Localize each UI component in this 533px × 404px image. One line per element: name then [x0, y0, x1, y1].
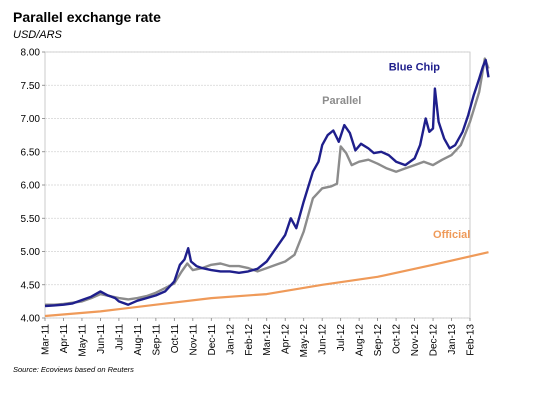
- x-tick-label: May-12: [299, 324, 310, 358]
- x-tick-label: Jan-13: [447, 324, 458, 355]
- source-note: Source: Ecoviews based on Reuters: [13, 365, 134, 374]
- x-tick-label: Jun-11: [96, 324, 107, 354]
- y-tick-label: 7.00: [21, 114, 41, 125]
- y-tick-label: 6.00: [21, 181, 41, 192]
- series-label-parallel: Parallel: [322, 95, 361, 107]
- x-tick-label: Aug-12: [355, 324, 366, 357]
- chart-subtitle: USD/ARS: [13, 29, 62, 41]
- y-tick-label: 5.00: [21, 247, 41, 258]
- x-tick-label: Nov-12: [410, 324, 421, 357]
- chart-title: Parallel exchange rate: [13, 9, 161, 25]
- x-tick-label: Jul-11: [114, 324, 125, 351]
- x-tick-label: Aug-11: [133, 324, 144, 356]
- series-label-official: Official: [433, 229, 470, 241]
- series-line-blue-chip: [44, 58, 490, 308]
- series-line-official: [44, 251, 489, 318]
- y-tick-label: 8.00: [21, 48, 41, 59]
- x-tick-label: Feb-13: [466, 324, 477, 356]
- x-tick-label: Mar-11: [41, 324, 52, 355]
- x-tick-label: Sep-11: [151, 324, 162, 356]
- x-tick-label: Apr-12: [281, 324, 292, 354]
- y-tick-label: 4.50: [21, 280, 41, 291]
- x-tick-label: Mar-12: [262, 324, 273, 356]
- y-tick-label: 5.50: [21, 214, 41, 225]
- x-tick-label: Oct-11: [170, 324, 181, 354]
- x-tick-label: Jun-12: [318, 324, 329, 355]
- x-tick-label: Oct-12: [392, 324, 403, 354]
- x-tick-label: Dec-11: [207, 324, 218, 356]
- series-label-blue-chip: Blue Chip: [389, 62, 441, 74]
- y-tick-label: 7.50: [21, 81, 41, 92]
- x-tick-label: Dec-12: [429, 324, 440, 357]
- x-tick-label: Nov-11: [188, 324, 199, 356]
- x-tick-label: Apr-11: [59, 324, 70, 354]
- x-tick-label: May-11: [77, 324, 88, 357]
- x-tick-label: Jul-12: [336, 324, 347, 352]
- y-tick-label: 4.00: [21, 314, 41, 325]
- x-tick-label: Sep-12: [373, 324, 384, 357]
- x-tick-label: Feb-12: [244, 324, 255, 356]
- series-line-parallel: [45, 57, 490, 306]
- y-tick-label: 6.50: [21, 147, 41, 158]
- x-tick-label: Jan-12: [225, 324, 236, 355]
